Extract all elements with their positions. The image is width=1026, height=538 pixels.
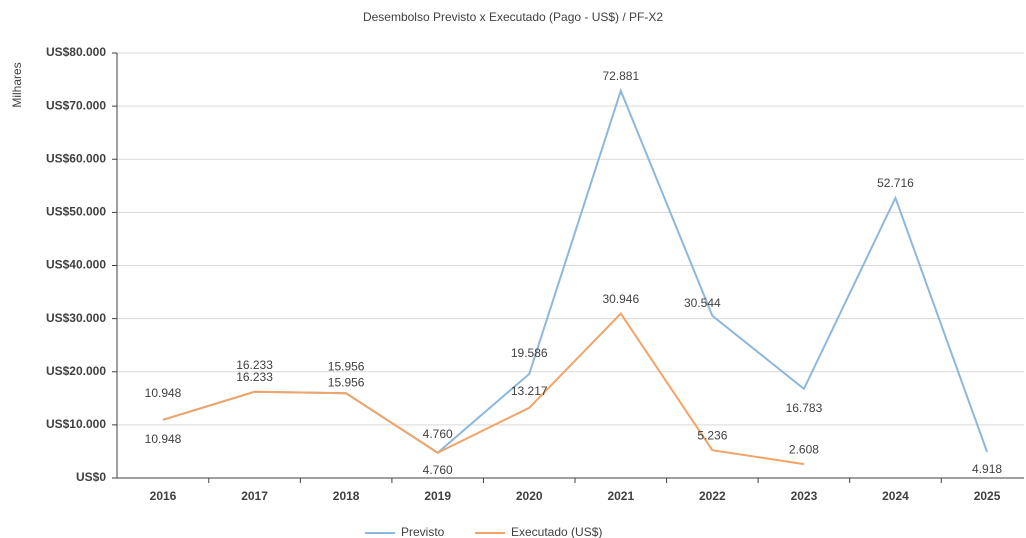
x-tick-label: 2022 [699,489,726,503]
x-tick-label: 2019 [424,489,451,503]
data-label: 30.544 [684,296,721,310]
data-label: 13.217 [511,384,548,398]
data-label: 52.716 [877,176,914,190]
data-label: 16.233 [236,358,273,372]
x-tick-label: 2017 [241,489,268,503]
data-label: 4.760 [423,427,453,441]
data-label: 4.760 [423,463,453,477]
data-label: 16.233 [236,370,273,384]
x-tick-label: 2025 [974,489,1001,503]
data-label: 4.918 [972,462,1002,476]
data-label: 19.586 [511,346,548,360]
x-tick-label: 2020 [516,489,543,503]
data-label: 10.948 [145,386,182,400]
y-tick-label: US$60.000 [46,151,106,165]
data-label: 15.956 [328,375,365,389]
y-tick-label: US$10.000 [46,417,106,431]
x-tick-label: 2024 [882,489,909,503]
y-tick-label: US$40.000 [46,258,106,272]
y-tick-label: US$80.000 [46,45,106,59]
y-tick-label: US$0 [76,470,106,484]
y-tick-label: US$70.000 [46,98,106,112]
data-label: 10.948 [145,432,182,446]
line-series [162,87,988,454]
x-tick-label: 2023 [791,489,818,503]
data-label: 15.956 [328,359,365,373]
y-tick-label: US$20.000 [46,364,106,378]
x-tick-label: 2021 [607,489,634,503]
line-series [162,312,805,466]
legend-label: Executado (US$) [511,525,602,538]
data-label: 5.236 [697,428,727,442]
y-tick-label: US$50.000 [46,205,106,219]
data-label: 16.783 [786,401,823,415]
y-tick-label: US$30.000 [46,311,106,325]
x-tick-label: 2016 [150,489,177,503]
y-axis-label: Milhares [10,62,24,107]
legend-label: Previsto [401,525,445,538]
data-label: 72.881 [602,69,639,83]
data-label: 2.608 [789,442,819,456]
data-label: 30.946 [602,292,639,306]
x-tick-label: 2018 [333,489,360,503]
chart-title: Desembolso Previsto x Executado (Pago - … [363,10,663,24]
